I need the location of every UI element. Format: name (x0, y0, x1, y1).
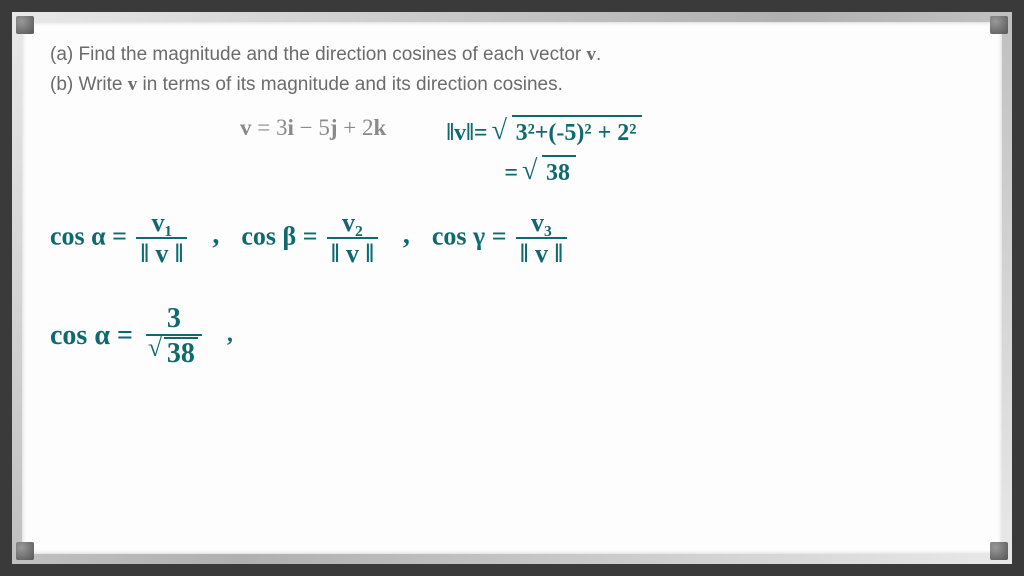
problem-statement: (a) Find the magnitude and the direction… (50, 40, 974, 101)
formula-row: v = 3i − 5j + 2k ‖v‖= 3²+(-5)² + 2² = 38 (50, 115, 974, 189)
numerator: v₃ (527, 209, 556, 237)
part-b-end: in terms of its magnitude and its direct… (137, 74, 563, 95)
magnitude-line-2: = 38 (446, 155, 642, 189)
corner-bolt (990, 16, 1008, 34)
denominator: ‖ v ‖ (516, 237, 567, 267)
part-a-end: . (596, 44, 601, 65)
part-b-line: (b) Write v in terms of its magnitude an… (50, 70, 974, 100)
cos-alpha-value: cos α = 3 38 , (50, 304, 974, 369)
part-b-text: (b) Write (50, 74, 128, 95)
fraction: v₃ ‖ v ‖ (516, 209, 567, 268)
mag-lhs: ‖v‖= (446, 120, 487, 146)
sqrt-expression: 3²+(-5)² + 2² (494, 115, 643, 149)
cos-gamma-def: cos γ = v₃ ‖ v ‖ (432, 209, 570, 268)
corner-bolt (16, 542, 34, 560)
separator: , (212, 209, 219, 251)
t0: 3 (276, 115, 288, 140)
radicand: 3²+(-5)² + 2² (512, 115, 643, 149)
sqrt-inline: 38 (150, 338, 198, 369)
cos-alpha-def: cos α = v₁ ‖ v ‖ (50, 209, 190, 268)
vec-eq-sign: = (252, 115, 276, 140)
corner-bolt (990, 542, 1008, 560)
t5: k (374, 115, 387, 140)
part-a-text: (a) Find the magnitude and the direction… (50, 44, 587, 65)
magnitude-calc: ‖v‖= 3²+(-5)² + 2² = 38 (446, 115, 642, 189)
fraction: v₂ ‖ v ‖ (327, 209, 378, 268)
magnitude-line-1: ‖v‖= 3²+(-5)² + 2² (446, 115, 642, 149)
cos-beta-def: cos β = v₂ ‖ v ‖ (241, 209, 381, 268)
vec-lhs: v (240, 115, 252, 140)
corner-bolt (16, 16, 34, 34)
fraction: v₁ ‖ v ‖ (136, 209, 187, 268)
part-a-line: (a) Find the magnitude and the direction… (50, 40, 974, 70)
cos-label: cos β = (241, 221, 317, 250)
vector-symbol: v (128, 74, 138, 95)
fraction: 3 38 (146, 304, 202, 369)
denominator: 38 (146, 334, 202, 368)
trailing-comma: , (215, 321, 233, 348)
t3: j (330, 115, 338, 140)
sqrt-result: 38 (524, 155, 576, 189)
vector-equation: v = 3i − 5j + 2k (240, 115, 386, 141)
cos-label: cos α = (50, 221, 127, 250)
numerator: v₂ (338, 209, 367, 237)
cos-alpha-label: cos α = (50, 320, 133, 352)
denominator: ‖ v ‖ (327, 237, 378, 267)
vector-symbol: v (587, 44, 597, 65)
result-radicand: 38 (542, 155, 576, 189)
den-radicand: 38 (164, 337, 198, 368)
denominator: ‖ v ‖ (136, 237, 187, 267)
cos-label: cos γ = (432, 221, 507, 250)
whiteboard: (a) Find the magnitude and the direction… (12, 12, 1012, 564)
numerator: 3 (163, 304, 185, 334)
numerator: v₁ (148, 209, 177, 237)
t4: + 2 (338, 115, 374, 140)
t2: − 5 (294, 115, 330, 140)
direction-cosines-general: cos α = v₁ ‖ v ‖ , cos β = v₂ ‖ v ‖ , co… (50, 209, 974, 268)
separator: , (403, 209, 410, 251)
